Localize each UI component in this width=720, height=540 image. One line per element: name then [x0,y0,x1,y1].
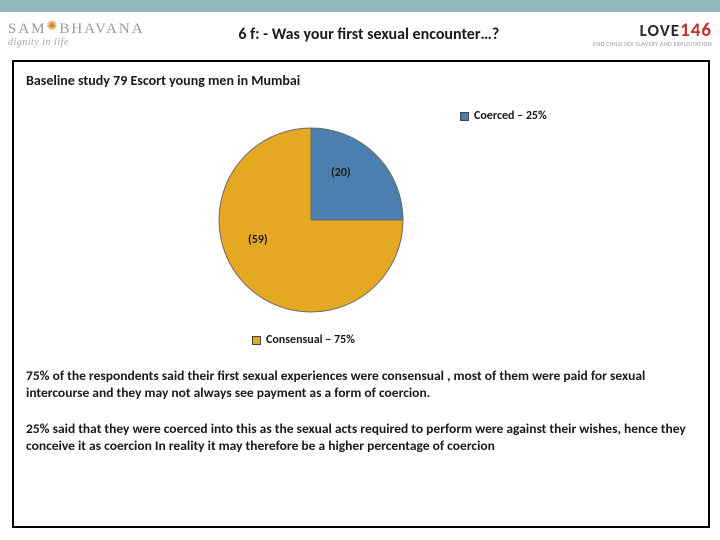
brand-suffix: BHAVANA [59,21,144,37]
swatch-coerced [460,112,469,121]
logo-right: LOVE146 END CHILD SEX SLAVERY AND EXPLOI… [593,21,712,47]
slide-title: 6 f: - Was your first sexual encounter…? [145,25,594,44]
pie-svg [216,125,406,315]
pie-chart: Coerced – 25% Consensual – 75% (20) (59) [26,95,696,365]
right-brand-sub: END CHILD SEX SLAVERY AND EXPLOITATION [593,41,712,47]
swatch-consensual [252,336,261,345]
sun-icon: ✺ [47,18,60,33]
legend-coerced-label: Coerced – 25% [474,109,547,123]
slice-count-consensual: (59) [248,233,268,247]
logo-left: SAM✺BHAVANA dignity in life [8,21,145,48]
legend-coerced: Coerced – 25% [460,109,547,123]
body-paragraph-1: 75% of the respondents said their first … [26,367,696,402]
panel-subtitle: Baseline study 79 Escort young men in Mu… [26,72,696,89]
pie-wrap: (20) (59) [216,125,406,315]
legend-consensual: Consensual – 75% [252,333,355,347]
header: SAM✺BHAVANA dignity in life 6 f: - Was y… [0,12,720,58]
brand-tagline: dignity in life [8,38,145,48]
legend-consensual-label: Consensual – 75% [266,333,355,347]
right-brand-num: 146 [680,21,712,40]
right-brand: LOVE [640,22,680,39]
slice-count-coerced: (20) [331,166,351,180]
content-panel: Baseline study 79 Escort young men in Mu… [12,60,710,528]
brand-prefix: SAM [8,21,47,37]
body-paragraph-2: 25% said that they were coerced into thi… [26,420,696,455]
top-accent-bar [0,0,720,12]
